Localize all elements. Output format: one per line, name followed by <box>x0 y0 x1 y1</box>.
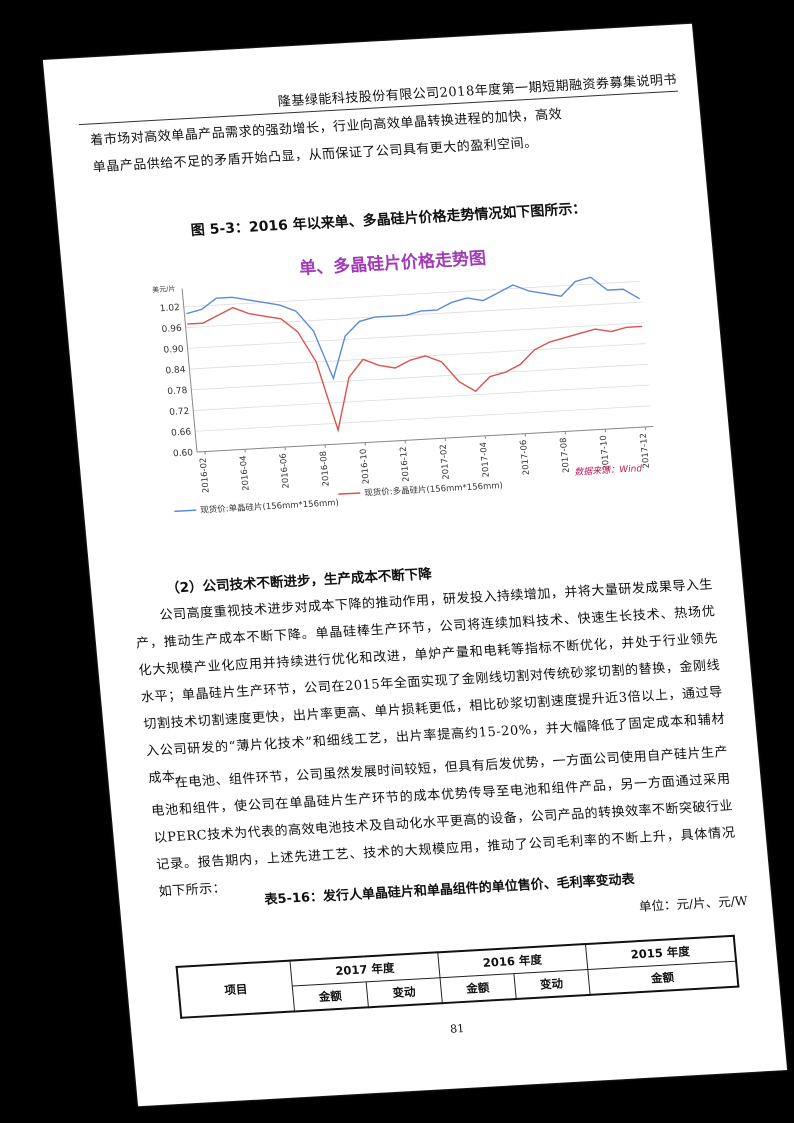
grid-line <box>193 384 650 411</box>
x-tick-label: 2016-04 <box>239 455 252 491</box>
x-tick-label: 2016-12 <box>399 446 412 482</box>
x-tick-label: 2016-10 <box>359 448 372 484</box>
x-tick-label: 2017-08 <box>559 437 572 473</box>
y-axis <box>181 288 198 453</box>
table-subheader-amount: 金额 <box>292 981 369 1012</box>
y-tick-label: 0.72 <box>169 407 190 418</box>
chart-svg: 美元/片 1.02 0.96 0.90 0.84 0.78 0.72 0.66 0.60 2016… <box>152 276 654 516</box>
y-tick-label: 0.96 <box>161 324 182 335</box>
grid-line <box>195 405 652 432</box>
x-tick-label: 2017-10 <box>599 435 612 471</box>
grid-line <box>183 280 641 308</box>
legend-label: 现货价:多晶硅片(156mm*156mm) <box>364 480 504 499</box>
y-axis-label: 美元/片 <box>152 284 176 294</box>
legend-label: 现货价:单晶硅片(156mm*156mm) <box>200 497 340 516</box>
x-tick-label: 2016-08 <box>319 451 332 487</box>
y-tick-label: 0.78 <box>167 386 188 397</box>
legend-swatch <box>174 509 197 513</box>
table-unit: 单位：元/片、元/W <box>638 892 749 915</box>
price-chart: 单、多晶硅片价格走势图 美元/片 1.02 0.96 0.90 0.84 0.78 0.72… <box>131 230 676 548</box>
table-row-header: 项目 <box>176 960 295 1018</box>
y-tick-label: 0.84 <box>165 365 186 376</box>
document-page: 隆基绿能科技股份有限公司2018年度第一期短期融资券募集说明书 着市场对高效单晶… <box>42 23 788 1107</box>
x-tick-label: 2017-06 <box>519 439 532 475</box>
table-subheader-change: 变动 <box>365 977 443 1008</box>
y-tick-label: 0.66 <box>171 427 192 438</box>
x-axis <box>196 425 654 453</box>
grid-line <box>187 322 644 349</box>
y-tick-label: 1.02 <box>159 303 180 314</box>
series-line-mono <box>186 276 640 381</box>
series-line-multi <box>187 306 643 433</box>
table-subheader-change: 变动 <box>513 969 590 1000</box>
x-tick-label: 2016-06 <box>279 453 292 489</box>
x-tick-label: 2017-04 <box>479 442 492 478</box>
y-tick-label: 0.90 <box>163 345 184 356</box>
grid-line <box>191 363 648 391</box>
y-tick-label: 0.60 <box>173 448 194 459</box>
data-source: 数据来源：Wind <box>574 463 643 478</box>
x-tick-label: 2016-02 <box>199 457 212 493</box>
price-margin-table: 项目 2017 年度 2016 年度 2015 年度 金额 变动 金额 变动 金… <box>175 934 740 1019</box>
x-tick-label: 2017-12 <box>639 433 652 469</box>
table-subheader-amount: 金额 <box>439 973 516 1004</box>
x-tick-label: 2017-02 <box>439 444 452 480</box>
grid-line <box>189 343 646 370</box>
grid-line <box>185 301 642 329</box>
legend-swatch <box>338 492 361 495</box>
